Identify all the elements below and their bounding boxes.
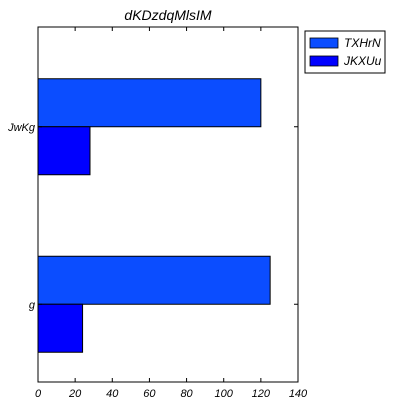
x-tick-label: 120 — [252, 388, 271, 400]
legend-label-jkxuu: JKXUu — [343, 54, 382, 68]
x-tick-label: 0 — [35, 388, 42, 400]
legend-label-txhrn: TXHrN — [344, 36, 381, 50]
bar-txhrn-g — [37, 255, 271, 305]
bar-jkxuu-jwkg — [37, 126, 91, 176]
bar-jkxuu-g — [37, 303, 84, 353]
legend-swatch-txhrn — [309, 37, 339, 49]
x-tick-label: 140 — [289, 388, 308, 400]
bars-group — [37, 78, 271, 353]
y-tick-label: g — [29, 299, 36, 311]
bar-txhrn-jwkg — [37, 78, 262, 128]
chart-title: dKDzdqMlsIM — [124, 7, 211, 23]
x-tick-label: 100 — [215, 388, 234, 400]
x-tick-label: 20 — [68, 388, 82, 400]
x-tick-label: 60 — [143, 388, 156, 400]
x-tick-label: 40 — [106, 388, 119, 400]
x-tick-label: 80 — [180, 388, 193, 400]
y-axis: JwKg g — [7, 122, 298, 311]
legend: TXHrN JKXUu — [304, 30, 386, 74]
legend-swatch-jkxuu — [309, 55, 339, 67]
y-tick-label: JwKg — [7, 122, 36, 134]
x-axis: 0 20 40 60 80 100 120 140 — [35, 27, 308, 400]
